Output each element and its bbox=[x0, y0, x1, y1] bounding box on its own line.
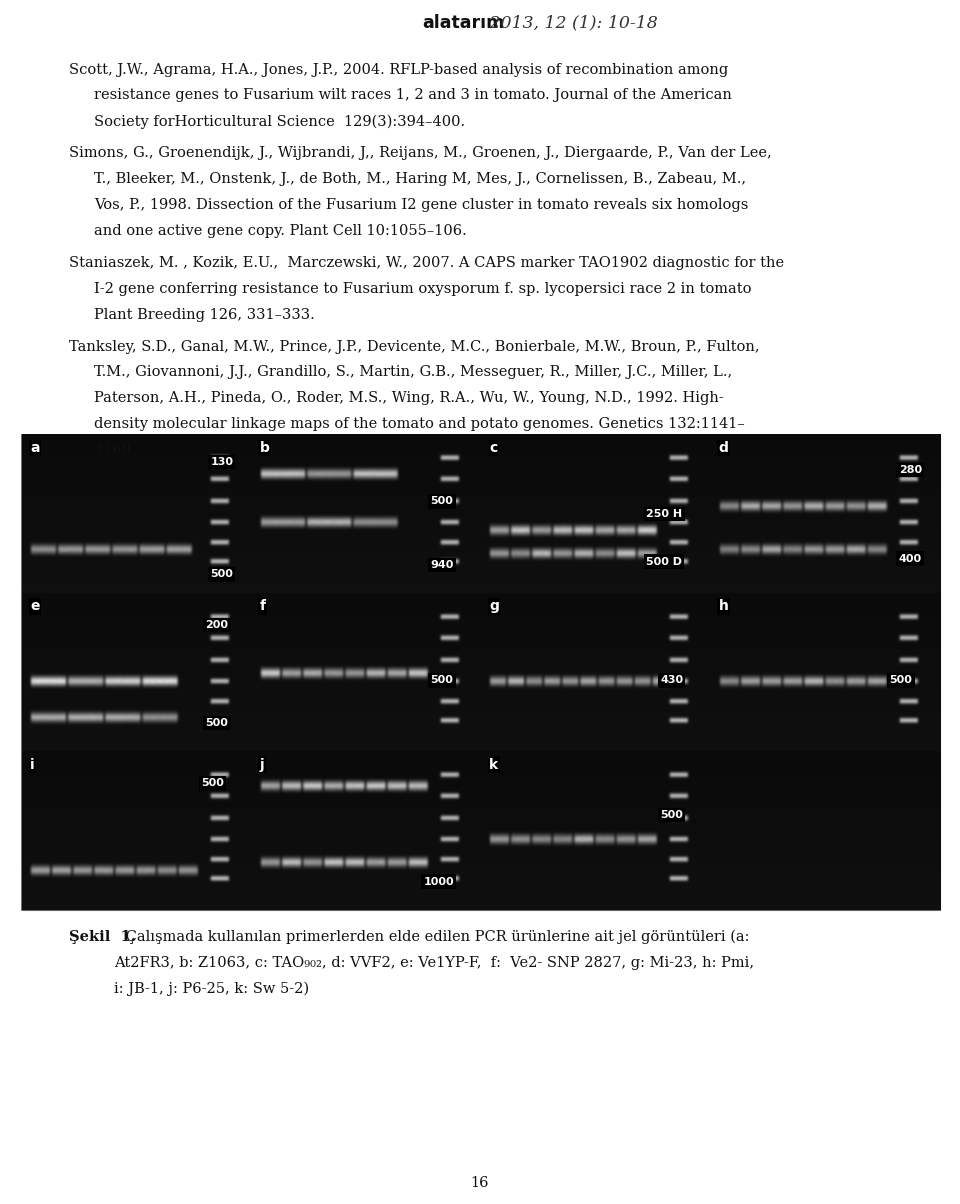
Text: 500: 500 bbox=[210, 569, 233, 579]
Text: Scott, J.W., Agrama, H.A., Jones, J.P., 2004. RFLP-based analysis of recombinati: Scott, J.W., Agrama, H.A., Jones, J.P., … bbox=[69, 63, 729, 77]
Bar bbox=[481, 751, 710, 910]
Text: Staniaszek, M. , Kozik, E.U.,  Marczewski, W., 2007. A CAPS marker TAO1902 diagn: Staniaszek, M. , Kozik, E.U., Marczewski… bbox=[69, 256, 784, 270]
Bar bbox=[22, 435, 940, 910]
Text: d: d bbox=[718, 441, 729, 455]
Text: T., Bleeker, M., Onstenk, J., de Both, M., Haring M, Mes, J., Cornelissen, B., Z: T., Bleeker, M., Onstenk, J., de Both, M… bbox=[94, 172, 746, 187]
Text: g: g bbox=[489, 600, 499, 613]
Text: Şekil  1.: Şekil 1. bbox=[69, 929, 136, 944]
Text: density molecular linkage maps of the tomato and potato genomes. Genetics 132:11: density molecular linkage maps of the to… bbox=[94, 418, 745, 431]
Text: 430: 430 bbox=[660, 675, 684, 685]
Text: i: JB-1, j: P6-25, k: Sw 5-2): i: JB-1, j: P6-25, k: Sw 5-2) bbox=[114, 981, 309, 996]
Text: 1160.: 1160. bbox=[94, 443, 135, 458]
Bar bbox=[252, 751, 481, 910]
Text: Society forHorticultural Science  129(3):394–400.: Society forHorticultural Science 129(3):… bbox=[94, 114, 466, 129]
Text: c: c bbox=[489, 441, 497, 455]
Text: 400: 400 bbox=[899, 554, 922, 563]
Text: resistance genes to Fusarium wilt races 1, 2 and 3 in tomato. Journal of the Ame: resistance genes to Fusarium wilt races … bbox=[94, 88, 732, 102]
Text: I-2 gene conferring resistance to Fusarium oxysporum f. sp. lycopersici race 2 i: I-2 gene conferring resistance to Fusari… bbox=[94, 282, 752, 296]
Bar bbox=[252, 435, 481, 594]
Bar bbox=[22, 435, 252, 594]
Text: 500: 500 bbox=[430, 496, 453, 507]
Text: i: i bbox=[30, 757, 35, 772]
Text: T.M., Giovannoni, J.J., Grandillo, S., Martin, G.B., Messeguer, R., Miller, J.C.: T.M., Giovannoni, J.J., Grandillo, S., M… bbox=[94, 366, 732, 379]
Text: f: f bbox=[259, 600, 266, 613]
Text: e: e bbox=[30, 600, 39, 613]
Bar bbox=[481, 435, 710, 594]
Text: k: k bbox=[489, 757, 498, 772]
Text: j: j bbox=[259, 757, 264, 772]
Bar bbox=[710, 594, 940, 751]
Text: Plant Breeding 126, 331–333.: Plant Breeding 126, 331–333. bbox=[94, 308, 315, 321]
Text: 500: 500 bbox=[205, 718, 228, 728]
Text: At2FR3, b: Z1063, c: TAO₉₀₂, d: VVF2, e: Ve1YP-F,  f:  Ve2- SNP 2827, g: Mi-23, : At2FR3, b: Z1063, c: TAO₉₀₂, d: VVF2, e:… bbox=[114, 956, 755, 970]
Text: Vos, P., 1998. Dissection of the Fusarium I2 gene cluster in tomato reveals six : Vos, P., 1998. Dissection of the Fusariu… bbox=[94, 197, 749, 212]
Bar bbox=[22, 751, 252, 910]
Text: 130: 130 bbox=[210, 456, 233, 467]
Text: 280: 280 bbox=[899, 465, 922, 474]
Text: 500: 500 bbox=[430, 675, 453, 685]
Text: Paterson, A.H., Pineda, O., Roder, M.S., Wing, R.A., Wu, W., Young, N.D., 1992. : Paterson, A.H., Pineda, O., Roder, M.S.,… bbox=[94, 391, 724, 406]
Text: 500: 500 bbox=[660, 810, 683, 820]
Text: 200: 200 bbox=[205, 620, 228, 630]
Bar bbox=[22, 594, 252, 751]
Text: Tanksley, S.D., Ganal, M.W., Prince, J.P., Devicente, M.C., Bonierbale, M.W., Br: Tanksley, S.D., Ganal, M.W., Prince, J.P… bbox=[69, 340, 759, 354]
Text: 1000: 1000 bbox=[423, 877, 454, 886]
Text: and one active gene copy. Plant Cell 10:1055–106.: and one active gene copy. Plant Cell 10:… bbox=[94, 224, 467, 238]
Text: b: b bbox=[259, 441, 270, 455]
Text: 250 H: 250 H bbox=[646, 509, 683, 519]
Bar bbox=[710, 435, 940, 594]
Text: 940: 940 bbox=[430, 560, 454, 569]
Bar bbox=[710, 751, 940, 910]
Text: alatarım: alatarım bbox=[422, 14, 504, 33]
Text: 2013, 12 (1): 10-18: 2013, 12 (1): 10-18 bbox=[484, 14, 658, 31]
Bar bbox=[481, 594, 710, 751]
Text: 500: 500 bbox=[201, 778, 224, 789]
Text: 500 D: 500 D bbox=[646, 556, 683, 567]
Text: Simons, G., Groenendijk, J., Wijbrandi, J,, Reijans, M., Groenen, J., Diergaarde: Simons, G., Groenendijk, J., Wijbrandi, … bbox=[69, 147, 772, 160]
Text: 500: 500 bbox=[890, 675, 912, 685]
Text: h: h bbox=[718, 600, 729, 613]
Text: a: a bbox=[30, 441, 39, 455]
Bar bbox=[252, 594, 481, 751]
Text: Çalışmada kullanılan primerlerden elde edilen PCR ürünlerine ait jel görüntüleri: Çalışmada kullanılan primerlerden elde e… bbox=[121, 929, 750, 944]
Text: 16: 16 bbox=[470, 1176, 490, 1190]
